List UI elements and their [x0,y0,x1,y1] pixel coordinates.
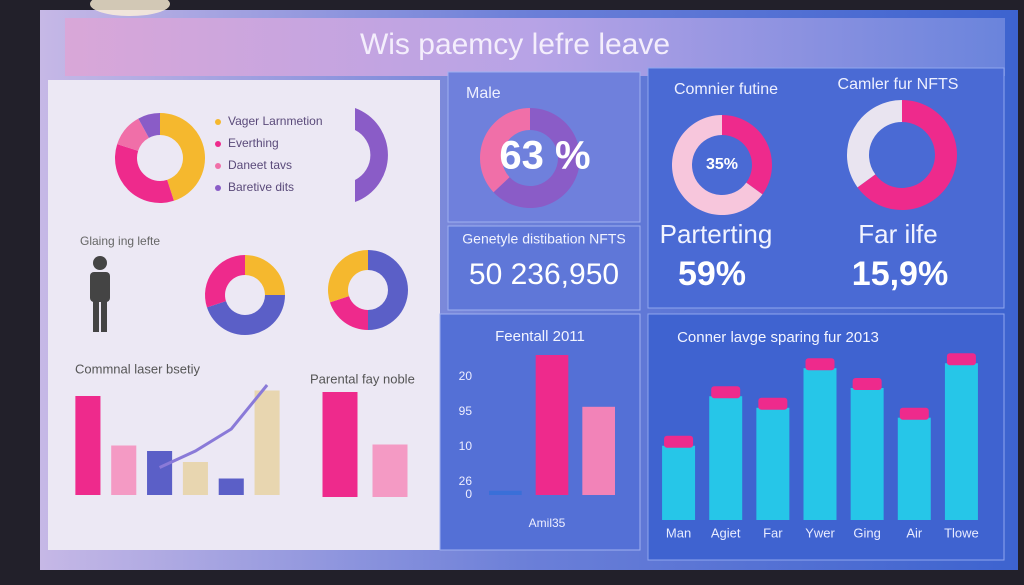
dashboard-title: Wis paemcy lefre leave [360,28,670,61]
legend-label: Vager Larnmetion [228,114,323,128]
x-tick-label: Man [666,525,691,540]
pie-segment [114,144,174,204]
legend-swatch [215,141,221,147]
pie-segment [160,112,206,201]
legend-label: Baretive dits [228,180,294,194]
lamp-glare [90,0,170,16]
bar [218,478,244,495]
kpi-title: Far ilfe [858,219,937,249]
title-bar [65,18,1005,76]
y-tick-label: 26 [459,474,473,488]
chart-title: Conner lavge sparing fur 2013 [677,329,879,346]
bar [803,368,837,520]
x-tick-label: Ging [853,525,880,540]
x-tick-label: Far [763,525,783,540]
donut-value [857,100,957,211]
bar-cap [758,397,788,410]
chart-title: Feentall 2011 [495,328,585,345]
bar-cap [805,358,835,371]
bar [582,406,615,495]
donut-rest [846,100,902,188]
pie-segment [329,296,368,330]
bar-cap [664,435,694,448]
donut-value [722,115,772,195]
bar [756,407,790,520]
y-tick-label: 10 [459,439,473,453]
bar [944,363,978,520]
chart-title: Parental fay noble [310,371,415,386]
y-tick-label: 95 [459,404,473,418]
donut-value [493,108,580,208]
chart-title: Camler fur NFTS [838,76,959,93]
pie-segment [328,250,368,303]
x-tick-label: Tlowe [944,525,979,540]
bar-cap [899,407,929,420]
pie-segment [245,255,285,295]
legend-swatch [215,119,221,125]
pie-segment [138,113,160,138]
kpi-title: Genetyle distibation NFTS [462,231,625,247]
bar [111,445,137,495]
kpi-value: 50 236,950 [469,258,619,291]
legend-swatch [215,185,221,191]
donut-rest [671,115,763,215]
bar [709,396,743,520]
bar [897,417,931,520]
bar [147,451,173,495]
bar [182,462,208,495]
legend-label: Daneet tavs [228,158,292,172]
x-axis-label: Amil35 [529,516,566,530]
chart-title: Glaing ing lefte [80,234,160,248]
pie-segment [368,250,408,330]
chart-title: Male [466,85,501,102]
pie-segment [206,295,285,335]
kpi-value: 59% [678,255,746,293]
bar [850,388,884,520]
chart-title: Commnal laser bsetiy [75,361,200,376]
pie-segment [205,255,245,308]
center-value: 63 % [499,134,590,178]
bar-cap [711,386,741,399]
line [158,384,269,469]
legend-label: Everthing [228,136,279,150]
x-tick-label: Air [906,525,923,540]
person-icon [90,256,110,332]
bar [75,396,101,495]
bar [254,390,280,495]
y-tick-label: 20 [459,369,473,383]
legend-swatch [215,163,221,169]
panel [447,225,641,311]
kpi-value: 15,9% [852,255,948,293]
decor-arc [355,108,388,202]
bar [489,490,522,495]
chart-title: Comnier futine [674,81,778,98]
bar [535,355,569,495]
x-tick-label: Ywer [805,525,835,540]
pie-segment [117,118,149,151]
center-value: 35% [706,156,738,173]
donut-rest [479,107,530,193]
bar [662,445,696,520]
x-tick-label: Agiet [711,525,741,540]
bar [372,444,408,497]
bar-cap [946,353,976,366]
bar [322,392,358,497]
kpi-title: Parterting [660,219,773,249]
y-tick-label: 0 [465,487,472,501]
bar-cap [852,378,882,390]
